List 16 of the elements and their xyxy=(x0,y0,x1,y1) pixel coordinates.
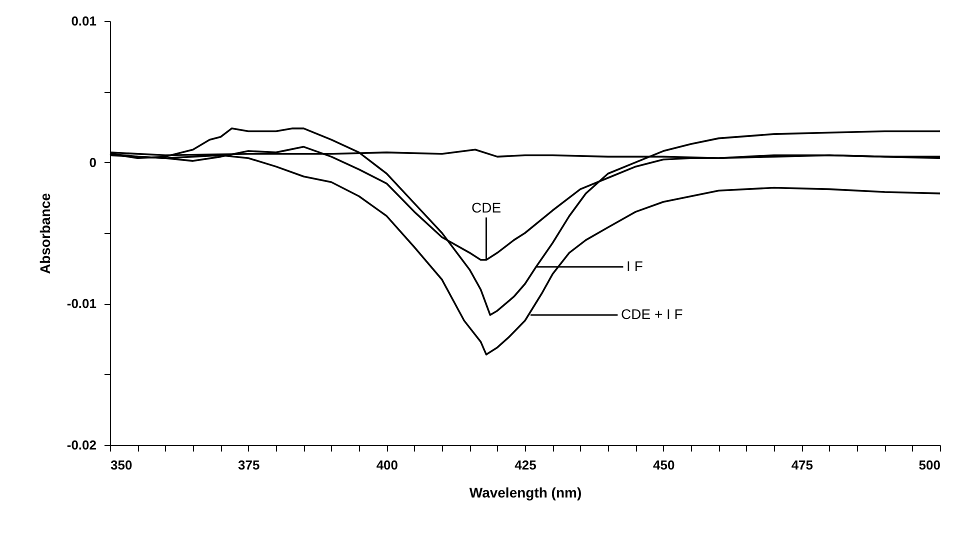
x-tick-label: 475 xyxy=(791,458,814,472)
y-tick-label: -0.01 xyxy=(66,296,96,312)
x-axis-title: Wavelength (nm) xyxy=(469,484,582,500)
annotation: CDE xyxy=(471,199,502,216)
y-axis-title: Absorbance xyxy=(36,192,53,274)
x-tick-label: 450 xyxy=(652,458,675,472)
annotation: CDE + I F xyxy=(621,306,683,322)
x-tick-label: 350 xyxy=(110,458,132,472)
y-tick-label: 0 xyxy=(89,154,96,170)
y-tick-label: -0.02 xyxy=(66,438,96,452)
x-tick-label: 375 xyxy=(238,458,260,472)
y-tick-label: 0.01 xyxy=(71,14,96,28)
x-tick-label: 400 xyxy=(376,458,398,472)
annotation: I F xyxy=(626,258,643,274)
x-tick-label: 425 xyxy=(514,458,536,472)
x-tick-label: 500 xyxy=(918,458,940,472)
